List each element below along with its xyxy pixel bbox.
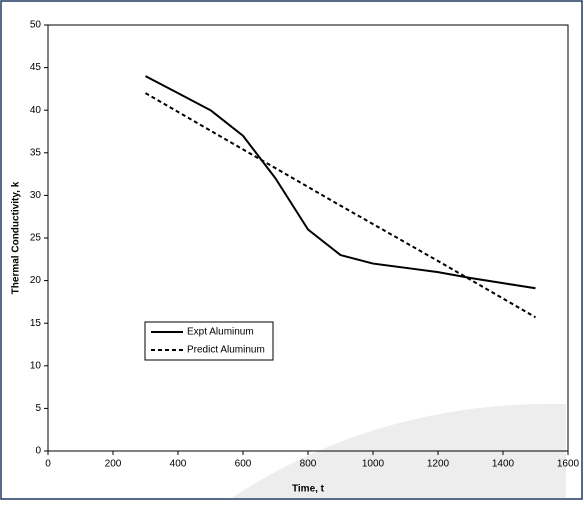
y-axis-title: Thermal Conductivity, k <box>11 181 22 294</box>
y-tick-label: 10 <box>30 360 42 371</box>
y-tick-label: 40 <box>30 105 42 116</box>
y-tick-label: 25 <box>30 233 42 244</box>
x-tick-label: 1400 <box>492 459 515 470</box>
x-tick-label: 400 <box>170 459 187 470</box>
y-tick-label: 20 <box>30 275 42 286</box>
x-tick-label: 1200 <box>427 459 450 470</box>
series-line <box>145 75 536 290</box>
y-tick-label: 15 <box>30 318 42 329</box>
y-tick-label: 50 <box>30 20 42 31</box>
x-tick-label: 1600 <box>557 459 580 470</box>
x-tick-label: 200 <box>105 459 122 470</box>
legend-box <box>144 321 274 361</box>
series-line <box>145 92 536 319</box>
x-axis-title: Time, t <box>292 484 325 495</box>
x-tick-label: 1000 <box>362 459 385 470</box>
y-tick-label: 30 <box>30 190 42 201</box>
x-tick-label: 800 <box>300 459 317 470</box>
y-tick-label: 35 <box>30 147 42 158</box>
x-tick-label: 600 <box>235 459 252 470</box>
legend-label: Predict Aluminum <box>187 345 265 356</box>
y-tick-label: 5 <box>35 403 41 414</box>
x-tick-label: 0 <box>45 459 51 470</box>
y-tick-label: 45 <box>30 62 42 73</box>
y-tick-label: 0 <box>35 446 41 457</box>
legend-label: Expt Aluminum <box>187 327 254 338</box>
